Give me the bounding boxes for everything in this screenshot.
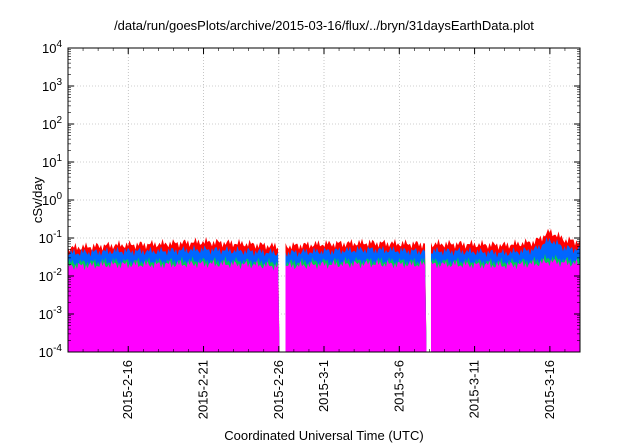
y-tick-exponent: -3 [53,305,62,316]
y-tick-exponent: 4 [56,39,62,50]
y-axis-label: cSv/day [30,176,45,223]
series-area [68,258,580,352]
y-tick-exponent: 1 [56,153,62,164]
low-dip [172,266,175,352]
x-tick-label: 2015-3-1 [316,360,331,412]
low-dip [413,266,416,352]
y-tick-exponent: 2 [56,115,62,126]
y-tick-exponent: 0 [56,191,62,202]
low-dip [134,266,137,352]
low-dip [375,266,378,352]
y-tick-label: 103 [42,77,62,94]
y-tick-label: 102 [42,115,62,132]
x-axis-label: Coordinated Universal Time (UTC) [224,428,423,443]
low-dip [296,266,299,352]
series-layer [68,228,580,352]
x-tick-label: 2015-2-16 [120,360,135,419]
y-tick-exponent: 3 [56,77,62,88]
x-tick-label: 2015-3-11 [467,360,482,418]
y-tick-exponent: -2 [53,267,62,278]
low-dip [447,266,450,352]
x-tick-labels: 2015-2-16 2015-2-21 2015-2-26 2015-3-1 2015-… [120,360,557,419]
x-tick-label: 2015-2-26 [271,360,286,419]
axis-ticks [68,47,580,353]
y-tick-label: 10-2 [39,267,63,284]
low-dip [439,266,442,352]
low-dip [402,266,404,352]
low-dip [406,266,408,352]
x-tick-label: 2015-2-21 [196,360,211,419]
x-tick-label: 2015-3-6 [391,360,406,412]
low-dip [390,266,393,352]
y-tick-label: 101 [42,153,62,170]
low-dip [507,266,510,352]
y-tick-exponent: -4 [53,343,62,354]
y-tick-label: 10-1 [39,229,63,246]
chart-title: /data/run/goesPlots/archive/2015-03-16/f… [114,18,534,33]
y-tick-label: 10-3 [39,305,63,322]
low-dip [289,266,291,352]
x-tick-label: 2015-3-16 [542,360,557,419]
y-tick-label: 100 [42,191,62,208]
y-tick-label: 104 [42,39,62,56]
y-tick-label: 10-4 [39,343,63,360]
y-tick-exponent: -1 [53,229,62,240]
